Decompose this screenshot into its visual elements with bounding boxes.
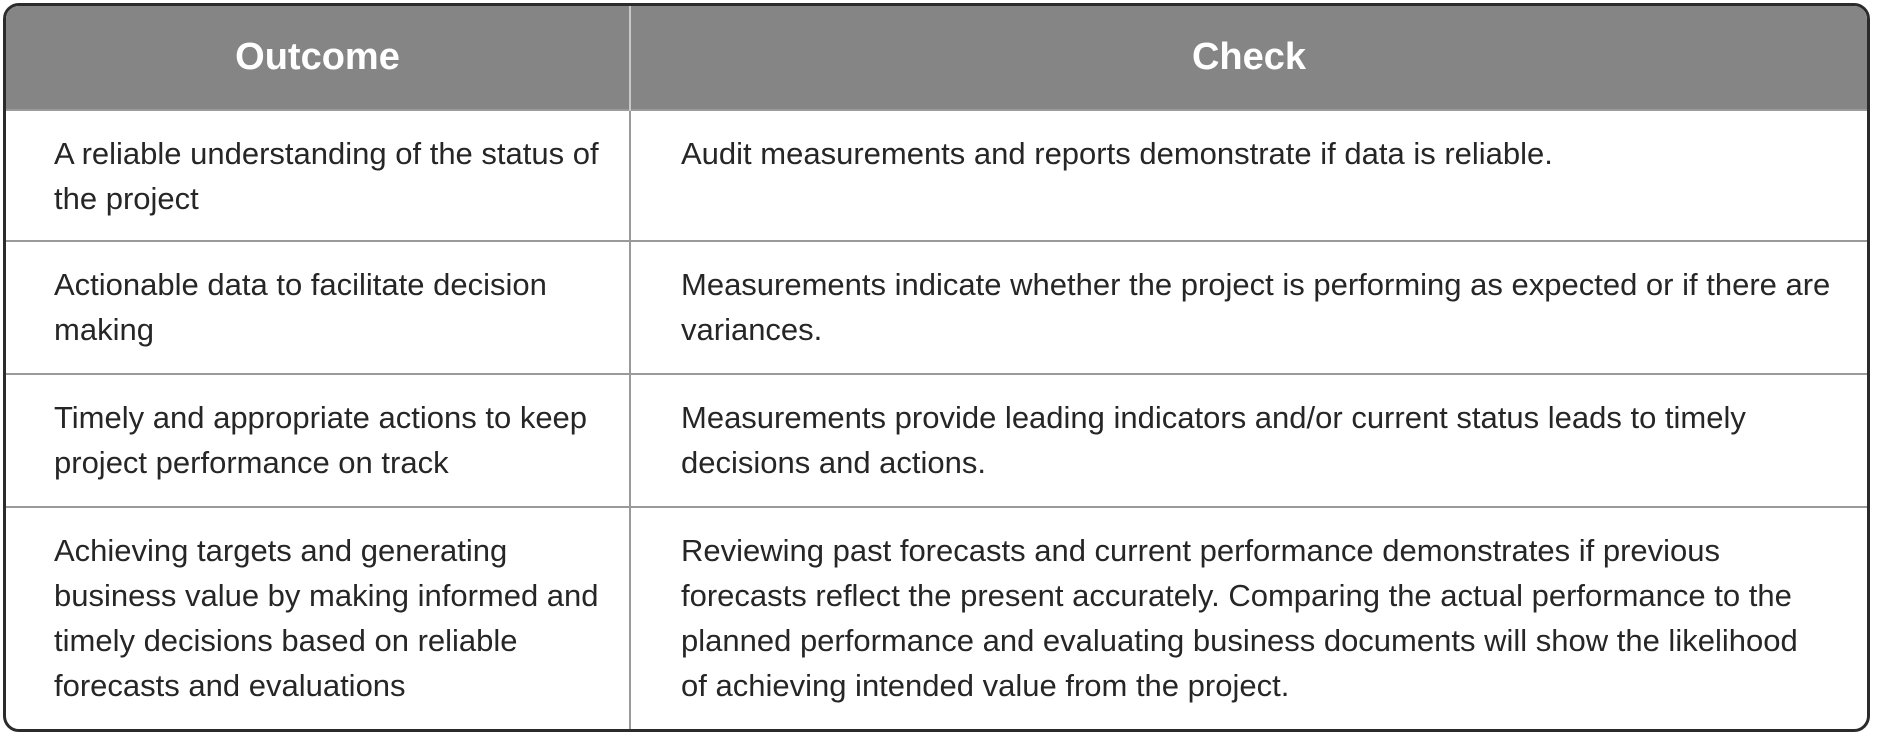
- table-row: Timely and appropriate actions to keep p…: [6, 373, 1867, 507]
- table-header: Outcome Check: [6, 6, 1867, 110]
- header-row: Outcome Check: [6, 6, 1867, 110]
- outcome-check-table: Outcome Check A reliable understanding o…: [6, 6, 1867, 729]
- check-cell: Measurements provide leading indicators …: [630, 373, 1867, 507]
- outcome-cell: Timely and appropriate actions to keep p…: [6, 373, 631, 507]
- outcome-cell: A reliable understanding of the status o…: [6, 109, 631, 241]
- check-cell: Reviewing past forecasts and current per…: [630, 506, 1867, 729]
- check-cell: Measurements indicate whether the projec…: [630, 240, 1867, 374]
- table-row: A reliable understanding of the status o…: [6, 109, 1867, 241]
- table-body: A reliable understanding of the status o…: [6, 109, 1867, 729]
- outcome-cell: Achieving targets and generating busines…: [6, 506, 631, 729]
- table-row: Achieving targets and generating busines…: [6, 506, 1867, 729]
- column-header-check: Check: [630, 6, 1867, 110]
- outcome-check-table-frame: Outcome Check A reliable understanding o…: [3, 3, 1870, 732]
- table-row: Actionable data to facilitate decision m…: [6, 240, 1867, 374]
- check-cell: Audit measurements and reports demonstra…: [630, 109, 1867, 241]
- column-header-outcome: Outcome: [6, 6, 631, 110]
- outcome-cell: Actionable data to facilitate decision m…: [6, 240, 631, 374]
